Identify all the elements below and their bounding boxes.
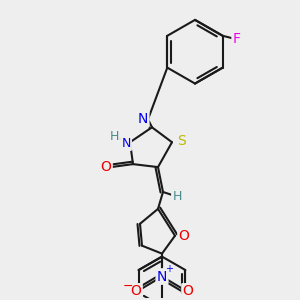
Text: H: H: [172, 190, 182, 203]
Text: F: F: [233, 32, 241, 46]
Text: O: O: [178, 229, 189, 243]
Text: O: O: [130, 284, 141, 298]
Text: O: O: [183, 284, 194, 298]
Text: H: H: [109, 130, 119, 143]
Text: N: N: [121, 137, 131, 150]
Text: −: −: [123, 280, 133, 293]
Text: S: S: [177, 134, 185, 148]
Text: +: +: [165, 264, 173, 274]
Text: O: O: [100, 160, 111, 174]
Text: N: N: [157, 269, 167, 284]
Text: N: N: [138, 112, 148, 126]
